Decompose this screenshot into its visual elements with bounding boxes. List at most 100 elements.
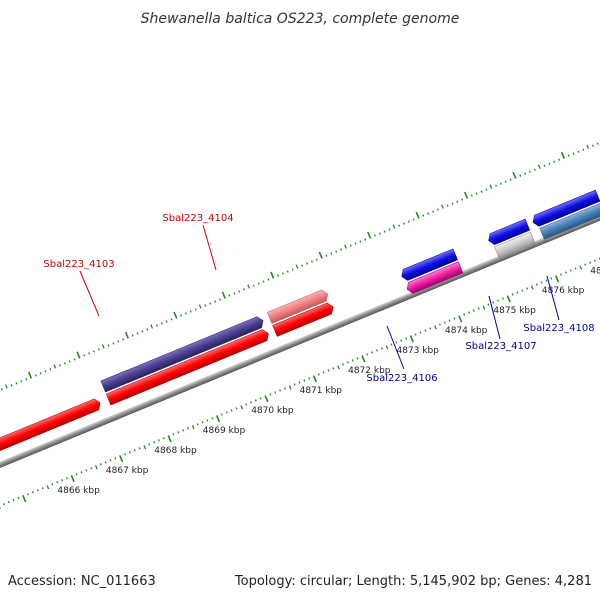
scale-minor-tick [220, 413, 223, 416]
scale-major-tick [22, 495, 27, 503]
scale-minor-tick [196, 423, 199, 426]
scale-minor-tick [436, 208, 439, 211]
scale-minor-tick [398, 224, 401, 227]
scale-major-tick [264, 395, 269, 403]
scale-major-tick [173, 311, 178, 319]
scale-minor-tick [286, 270, 289, 273]
scale-minor-tick [114, 457, 117, 460]
scale-tick-label: 4871 kbp [300, 386, 343, 396]
scale-minor-tick [225, 411, 228, 414]
scale-minor-tick [332, 367, 335, 370]
scale-tick-label: 4876 kbp [542, 286, 585, 296]
scale-minor-tick [385, 345, 389, 350]
gene-label-sbal223-4106[interactable]: Sbal223_4106 [366, 373, 437, 384]
scale-minor-tick [160, 322, 163, 325]
scale-minor-tick [446, 204, 449, 207]
scale-minor-tick [257, 282, 260, 285]
scale-minor-tick [327, 369, 330, 372]
scale-minor-tick [383, 230, 386, 233]
scale-minor-tick [470, 194, 473, 197]
scale-minor-tick [250, 401, 253, 404]
scale-minor-tick [438, 323, 441, 326]
scale-tick-label: 4870 kbp [251, 406, 294, 416]
scale-minor-tick [51, 483, 54, 486]
scale-minor-tick [279, 389, 282, 392]
scale-minor-tick [17, 497, 20, 500]
scale-minor-tick [364, 238, 367, 241]
scale-minor-tick [2, 503, 5, 506]
scale-minor-tick [83, 354, 86, 357]
scale-minor-tick [104, 461, 107, 464]
scale-major-tick [167, 435, 172, 443]
scale-minor-tick [380, 347, 383, 350]
gene-arrow-red-small[interactable] [272, 301, 336, 337]
scale-minor-tick [180, 314, 183, 317]
gene-arrow-blue-b[interactable] [486, 218, 531, 246]
scale-minor-tick [497, 299, 500, 302]
scale-minor-tick [117, 340, 120, 343]
scale-minor-tick [206, 419, 209, 422]
gene-label-sbal223-4103[interactable]: Sbal223_4103 [43, 259, 114, 270]
scale-minor-tick [424, 329, 427, 332]
scale-minor-tick [407, 220, 410, 223]
scale-minor-tick [531, 285, 534, 290]
scale-minor-tick [463, 313, 466, 316]
scale-minor-tick [162, 437, 165, 440]
scale-minor-tick [27, 493, 30, 496]
scale-tick-label: 4873 kbp [396, 346, 439, 356]
scale-major-tick [318, 251, 323, 259]
scale-minor-tick [63, 362, 66, 365]
scale-minor-tick [540, 281, 543, 284]
scale-minor-tick [101, 344, 105, 349]
gene-arrow-red-main[interactable] [105, 328, 271, 406]
scale-minor-tick [211, 417, 214, 420]
scale-minor-tick [61, 479, 64, 482]
scale-minor-tick [528, 170, 531, 173]
scale-minor-tick [243, 288, 246, 291]
scale-minor-tick [346, 361, 349, 364]
gene-arrow-sbal223-4104[interactable] [266, 288, 330, 324]
scale-minor-tick [403, 222, 406, 225]
gene-arrow-sbal223-4103[interactable] [100, 315, 266, 393]
scale-minor-tick [209, 302, 212, 305]
lower-tick-row [0, 257, 600, 510]
scale-minor-tick [124, 453, 126, 456]
gene-label-sbal223-4108[interactable]: Sbal223_4108 [523, 323, 594, 334]
scale-minor-tick [269, 393, 272, 396]
scale-minor-tick [170, 318, 173, 321]
scale-minor-tick [218, 298, 221, 301]
gene-arrow-red-left[interactable] [0, 397, 102, 461]
scale-labels: 4866 kbp 4867 kbp 4868 kbp 4869 kbp 4870 kbp… [57, 266, 600, 496]
scale-minor-tick [448, 319, 451, 322]
scale-minor-tick [122, 338, 125, 341]
gene-arrow-sbal223-4106[interactable] [405, 261, 464, 295]
scale-minor-tick [56, 481, 59, 484]
gene-label-sbal223-4104[interactable]: Sbal223_4104 [162, 213, 233, 224]
scale-minor-tick [201, 421, 204, 424]
scale-minor-tick [143, 445, 147, 450]
gene-label-sbal223-4107[interactable]: Sbal223_4107 [465, 341, 536, 352]
scale-major-tick [361, 355, 366, 363]
scale-minor-tick [569, 269, 572, 272]
gene-arrow-blue-a[interactable] [399, 248, 458, 282]
gene-box-sbal223-4107[interactable] [494, 231, 536, 259]
scale-minor-tick [553, 160, 556, 163]
scale-minor-tick [405, 337, 408, 340]
gene-arrow-blue-c[interactable] [531, 189, 600, 228]
scale-major-tick [555, 275, 560, 283]
gene-box-sbal223-4108[interactable] [539, 202, 600, 240]
rotated-track [0, 141, 600, 529]
scale-minor-tick [138, 447, 141, 450]
scale-minor-tick [482, 305, 486, 310]
scale-major-tick [215, 415, 221, 423]
scale-minor-tick [574, 267, 577, 270]
scale-minor-tick [230, 409, 233, 412]
scale-minor-tick [92, 350, 95, 353]
scale-minor-tick [267, 278, 270, 281]
scale-minor-tick [0, 388, 3, 391]
scale-minor-tick [198, 304, 202, 309]
scale-minor-tick [293, 383, 296, 386]
scale-minor-tick [543, 164, 546, 167]
scale-minor-tick [485, 188, 488, 191]
scale-minor-tick [298, 381, 301, 384]
